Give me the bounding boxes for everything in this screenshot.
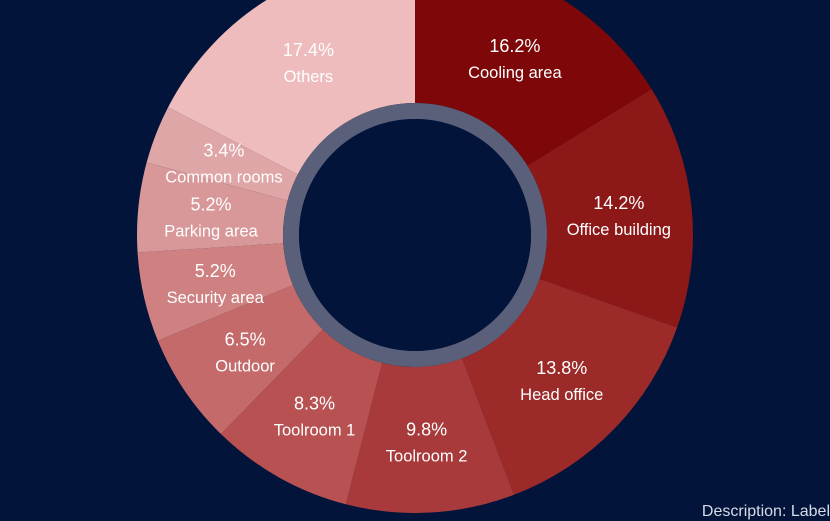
category-label-others: Others xyxy=(284,68,334,86)
category-label-outdoor: Outdoor xyxy=(215,358,275,376)
slice-cooling-area xyxy=(415,0,652,166)
slice-security-area xyxy=(137,243,293,341)
donut-hole xyxy=(299,119,531,351)
value-label-security-area: 5.2% xyxy=(195,261,236,281)
slice-common-rooms xyxy=(146,107,298,201)
slice-head-office xyxy=(462,278,678,495)
value-label-others: 17.4% xyxy=(283,40,334,60)
category-label-toolroom-1: Toolroom 1 xyxy=(274,422,356,440)
value-label-head-office: 13.8% xyxy=(536,358,587,378)
category-label-security-area: Security area xyxy=(167,289,265,307)
value-label-parking-area: 5.2% xyxy=(191,194,232,214)
value-label-toolroom-2: 9.8% xyxy=(406,420,447,440)
slice-toolroom-1 xyxy=(220,329,383,505)
slice-outdoor xyxy=(157,285,323,435)
value-label-outdoor: 6.5% xyxy=(225,330,266,350)
credit-text: Description: Label xyxy=(701,503,830,520)
category-label-toolroom-2: Toolroom 2 xyxy=(386,448,468,466)
category-label-head-office: Head office xyxy=(520,386,603,404)
inner-ring xyxy=(283,103,547,367)
value-label-office-building: 14.2% xyxy=(593,193,644,213)
category-label-cooling-area: Cooling area xyxy=(468,64,562,82)
value-label-cooling-area: 16.2% xyxy=(489,36,540,56)
slice-office-building xyxy=(527,89,694,328)
value-label-common-rooms: 3.4% xyxy=(203,141,244,161)
value-label-toolroom-1: 8.3% xyxy=(294,394,335,414)
slice-others xyxy=(168,0,415,175)
category-label-parking-area: Parking area xyxy=(164,222,258,240)
category-label-common-rooms: Common rooms xyxy=(165,169,282,187)
slice-parking-area xyxy=(137,162,288,253)
slice-toolroom-2 xyxy=(345,358,515,513)
category-label-office-building: Office building xyxy=(567,221,671,239)
